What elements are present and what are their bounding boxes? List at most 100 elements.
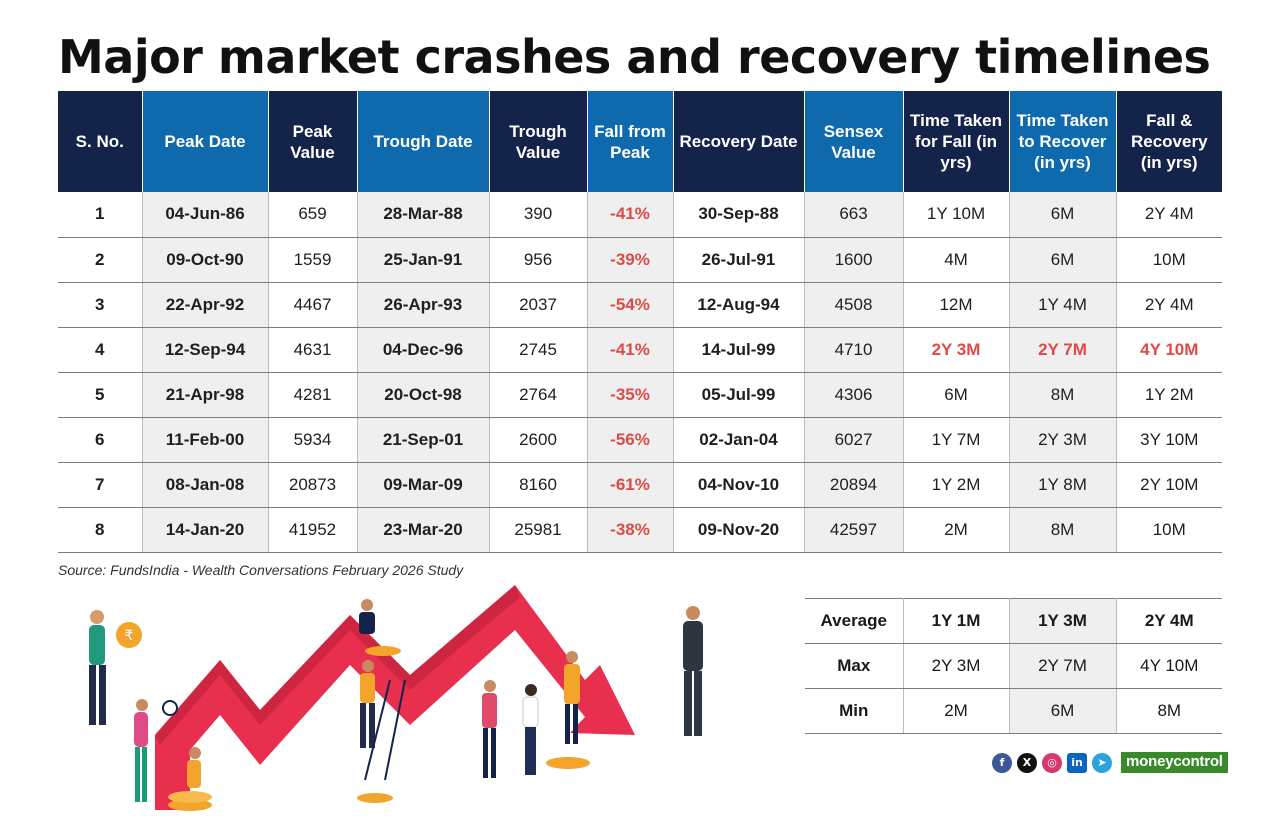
summary-row: Max 2Y 3M 2Y 7M 4Y 10M [805, 643, 1222, 689]
column-header: Sensex Value [804, 91, 904, 192]
table-cell: 4M [903, 237, 1010, 283]
facebook-icon[interactable]: f [992, 752, 1012, 773]
table-row: 6 11-Feb-00 5934 21-Sep-01 2600 -56% 02-Jan-04… [58, 417, 1222, 463]
table-cell: 2Y 10M [1116, 462, 1222, 508]
person-with-coin-icon: ₹ [89, 610, 142, 725]
table-cell: 1Y 2M [1116, 372, 1222, 418]
table-cell: 2Y 3M [1009, 417, 1117, 463]
table-cell: 12M [903, 282, 1010, 328]
table-cell: 28-Mar-88 [357, 192, 490, 238]
table-row: 2 09-Oct-90 1559 25-Jan-91 956 -39% 26-Jul-91 1… [58, 237, 1222, 283]
summary-cell: 2Y 3M [903, 643, 1010, 689]
table-cell: 4281 [268, 372, 358, 418]
table-cell: 20-Oct-98 [357, 372, 490, 418]
table-cell: 41952 [268, 507, 358, 553]
table-cell: 4467 [268, 282, 358, 328]
table-cell: 6 [58, 417, 143, 463]
table-cell: 1Y 7M [903, 417, 1010, 463]
table-cell: 25-Jan-91 [357, 237, 490, 283]
table-cell: -54% [587, 282, 674, 328]
table-cell: 390 [489, 192, 588, 238]
table-cell: 26-Jul-91 [673, 237, 805, 283]
people-discussing-icon [482, 651, 590, 778]
table-cell: 23-Mar-20 [357, 507, 490, 553]
market-crash-illustration: ₹ [89, 585, 703, 811]
table-cell: 25981 [489, 507, 588, 553]
person-on-ladder-icon [357, 646, 406, 803]
summary-label: Max [805, 643, 904, 689]
table-cell: 09-Nov-20 [673, 507, 805, 553]
table-row: 3 22-Apr-92 4467 26-Apr-93 2037 -54% 12-Aug-94… [58, 282, 1222, 328]
table-cell: 5934 [268, 417, 358, 463]
source-note: Source: FundsIndia - Wealth Conversation… [58, 562, 464, 578]
table-cell: 4710 [804, 327, 904, 373]
telegram-icon[interactable]: ➤ [1092, 752, 1112, 773]
column-header: Peak Date [142, 91, 269, 192]
column-header: Time Taken for Fall (in yrs) [903, 91, 1010, 192]
table-cell: 1Y 2M [903, 462, 1010, 508]
column-header: Fall & Recovery (in yrs) [1116, 91, 1222, 192]
crash-arrow-icon [155, 585, 635, 810]
svg-text:₹: ₹ [125, 628, 134, 644]
column-header: Recovery Date [673, 91, 805, 192]
table-cell: 11-Feb-00 [142, 417, 269, 463]
table-cell: 2Y 4M [1116, 282, 1222, 328]
table-cell: 42597 [804, 507, 904, 553]
table-cell: -56% [587, 417, 674, 463]
table-row: 1 04-Jun-86 659 28-Mar-88 390 -41% 30-Sep-88 66… [58, 192, 1222, 238]
table-cell: 2764 [489, 372, 588, 418]
table-cell: 14-Jul-99 [673, 327, 805, 373]
table-cell: 14-Jan-20 [142, 507, 269, 553]
summary-cell: 2M [903, 688, 1010, 734]
summary-label: Average [805, 598, 904, 644]
table-cell: 3 [58, 282, 143, 328]
table-row: 4 12-Sep-94 4631 04-Dec-96 2745 -41% 14-Jul-99… [58, 327, 1222, 373]
table-cell: 21-Sep-01 [357, 417, 490, 463]
table-cell: 09-Mar-09 [357, 462, 490, 508]
table-row: 5 21-Apr-98 4281 20-Oct-98 2764 -35% 05-Jul-99… [58, 372, 1222, 418]
table-cell: 7 [58, 462, 143, 508]
table-cell: 4Y 10M [1116, 327, 1222, 373]
x-icon[interactable]: X [1017, 752, 1037, 773]
summary-cell: 6M [1009, 688, 1117, 734]
table-cell: 6027 [804, 417, 904, 463]
table-cell: -61% [587, 462, 674, 508]
table-cell: 02-Jan-04 [673, 417, 805, 463]
table-cell: 04-Jun-86 [142, 192, 269, 238]
summary-cell: 1Y 1M [903, 598, 1010, 644]
table-cell: 3Y 10M [1116, 417, 1222, 463]
table-cell: 663 [804, 192, 904, 238]
summary-table: Average 1Y 1M 1Y 3M 2Y 4M Max 2Y 3M 2Y 7M 4Y 10… [805, 598, 1222, 734]
table-cell: 2Y 7M [1009, 327, 1117, 373]
table-cell: 2Y 3M [903, 327, 1010, 373]
table-cell: 2745 [489, 327, 588, 373]
table-cell: 2037 [489, 282, 588, 328]
table-cell: 6M [903, 372, 1010, 418]
table-cell: 956 [489, 237, 588, 283]
table-cell: 2 [58, 237, 143, 283]
table-cell: 4508 [804, 282, 904, 328]
table-cell: 20873 [268, 462, 358, 508]
column-header: Time Taken to Recover (in yrs) [1009, 91, 1117, 192]
table-cell: 30-Sep-88 [673, 192, 805, 238]
table-cell: -38% [587, 507, 674, 553]
table-cell: 08-Jan-08 [142, 462, 269, 508]
table-cell: 22-Apr-92 [142, 282, 269, 328]
column-header: Fall from Peak [587, 91, 674, 192]
table-cell: 1 [58, 192, 143, 238]
table-header-row: S. No. Peak Date Peak Value Trough Date Trou… [58, 91, 1222, 192]
person-on-coins-icon [168, 747, 212, 811]
businessman-icon [683, 606, 703, 736]
linkedin-icon[interactable]: in [1067, 752, 1087, 773]
summary-cell: 2Y 7M [1009, 643, 1117, 689]
social-links: f X ◎ in ➤ moneycontrol [992, 752, 1228, 773]
table-cell: 10M [1116, 237, 1222, 283]
table-cell: 10M [1116, 507, 1222, 553]
summary-cell: 4Y 10M [1116, 643, 1222, 689]
summary-cell: 1Y 3M [1009, 598, 1117, 644]
table-cell: -35% [587, 372, 674, 418]
person-with-magnifier-icon [134, 699, 178, 802]
instagram-icon[interactable]: ◎ [1042, 752, 1062, 773]
table-row: 7 08-Jan-08 20873 09-Mar-09 8160 -61% 04-Nov-1… [58, 462, 1222, 508]
column-header: Peak Value [268, 91, 358, 192]
